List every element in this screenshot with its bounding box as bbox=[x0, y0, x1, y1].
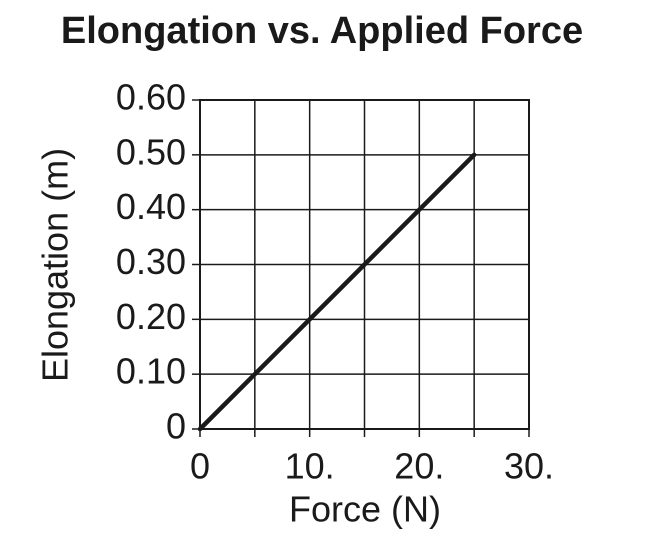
y-tick-label: 0 bbox=[166, 406, 186, 447]
y-tick-label: 0.30 bbox=[116, 241, 186, 282]
chart-title: Elongation vs. Applied Force bbox=[61, 10, 583, 52]
data-line bbox=[197, 152, 477, 432]
plot-frame bbox=[199, 99, 530, 430]
x-tick-label: 20. bbox=[394, 446, 444, 487]
x-tick-label: 10. bbox=[285, 446, 335, 487]
x-tick-label: 30. bbox=[504, 446, 554, 487]
y-tick-label: 0.20 bbox=[116, 296, 186, 337]
y-axis-label: Elongation (m) bbox=[35, 148, 76, 382]
y-tick-label: 0.40 bbox=[116, 186, 186, 227]
y-tick-label: 0.10 bbox=[116, 351, 186, 392]
y-tick-label: 0.60 bbox=[116, 77, 186, 118]
y-tick-label: 0.50 bbox=[116, 131, 186, 172]
x-tick-label: 0 bbox=[190, 446, 210, 487]
x-axis-label: Force (N) bbox=[289, 489, 441, 530]
